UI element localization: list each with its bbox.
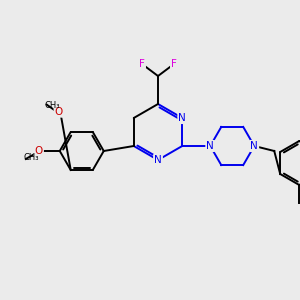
Text: N: N [154, 155, 162, 165]
Text: N: N [250, 141, 258, 151]
Text: O: O [34, 146, 43, 156]
Text: N: N [178, 113, 186, 123]
Text: N: N [206, 141, 214, 151]
Text: CH₃: CH₃ [23, 152, 38, 161]
Text: CH₃: CH₃ [44, 101, 59, 110]
Text: F: F [139, 59, 145, 69]
Text: O: O [55, 106, 63, 117]
Text: O: O [55, 106, 63, 117]
Text: F: F [171, 59, 177, 69]
Text: O: O [34, 146, 43, 156]
